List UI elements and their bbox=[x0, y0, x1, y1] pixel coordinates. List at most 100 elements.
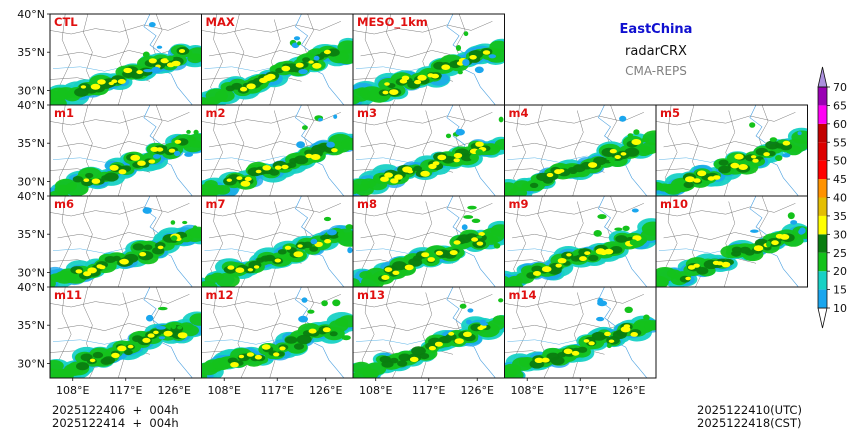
panel-label: MESO_1km bbox=[357, 15, 428, 30]
colorbar-level-label: 40 bbox=[833, 192, 847, 205]
panel-label: m8 bbox=[357, 197, 377, 211]
province-boundary bbox=[512, 323, 626, 331]
panel-m1: m1 bbox=[49, 104, 202, 197]
lat-tick-label: 30°N bbox=[17, 266, 45, 279]
province-boundary bbox=[234, 287, 248, 378]
colorbar-segment bbox=[818, 234, 827, 253]
province-boundary bbox=[455, 287, 466, 339]
province-boundary bbox=[201, 203, 341, 217]
lon-tick-label: 117°E bbox=[109, 384, 142, 397]
panel-m11: m11 bbox=[49, 286, 202, 379]
province-boundary bbox=[656, 112, 796, 126]
reflectivity-band bbox=[50, 22, 202, 105]
colorbar-min-arrow bbox=[817, 307, 828, 329]
colorbar-level-label: 25 bbox=[833, 247, 847, 260]
valid-times: 2025122410(UTC) 2025122418(CST) bbox=[697, 404, 802, 430]
product-title: radarCRX bbox=[625, 44, 687, 59]
reflectivity-band bbox=[201, 216, 353, 287]
colorbar-segment bbox=[818, 179, 827, 198]
province-boundary bbox=[201, 294, 341, 308]
colorbar-segment bbox=[818, 289, 827, 308]
panel-m2: m2 bbox=[201, 104, 354, 197]
panel-label: m5 bbox=[660, 106, 680, 120]
province-boundary bbox=[504, 294, 644, 308]
colorbar-level-label: 15 bbox=[833, 284, 847, 297]
reflectivity-band bbox=[353, 116, 505, 196]
init-times: 2025122406 + 004h 2025122414 + 004h bbox=[52, 404, 179, 430]
province-boundary bbox=[269, 201, 281, 287]
reflectivity-band bbox=[656, 122, 808, 196]
province-boundary bbox=[420, 19, 433, 105]
reflectivity-band bbox=[353, 205, 505, 287]
province-boundary bbox=[537, 287, 551, 378]
reflectivity-band bbox=[50, 129, 202, 196]
province-boundary bbox=[50, 203, 190, 217]
panel-CTL: CTL bbox=[49, 13, 202, 106]
province-boundary bbox=[360, 323, 475, 331]
panel-m5: m5 bbox=[655, 104, 808, 197]
province-boundary bbox=[269, 292, 281, 378]
lat-tick-label: 30°N bbox=[17, 175, 45, 188]
colorbar-segment bbox=[818, 142, 827, 161]
colorbar-segment bbox=[818, 105, 827, 124]
panel-m6: m6 bbox=[49, 195, 202, 288]
lat-tick-label: 30°N bbox=[17, 84, 45, 97]
reflectivity-band bbox=[201, 36, 353, 105]
panel-label: m4 bbox=[509, 106, 529, 120]
reflectivity-band bbox=[201, 297, 353, 378]
colorbar-level-label: 30 bbox=[833, 228, 847, 241]
colorbar-segment bbox=[818, 215, 827, 235]
reflectivity-band bbox=[201, 114, 353, 196]
province-boundary bbox=[50, 112, 190, 126]
province-boundary bbox=[201, 21, 341, 35]
colorbar-level-label: 60 bbox=[833, 118, 847, 131]
lon-tick-label: 117°E bbox=[412, 384, 445, 397]
colorbar-segment bbox=[818, 160, 827, 180]
panel-label: m14 bbox=[509, 288, 537, 302]
colorbar-segment bbox=[818, 271, 827, 290]
province-boundary bbox=[663, 232, 778, 240]
reflectivity-band bbox=[50, 207, 202, 287]
panel-label: m2 bbox=[206, 106, 226, 120]
panel-MAX: MAX bbox=[201, 13, 354, 106]
system-title: CMA-REPS bbox=[625, 64, 687, 78]
lon-tick-label: 108°E bbox=[510, 384, 543, 397]
colorbar-segment bbox=[818, 252, 827, 272]
lat-tick-label: 30°N bbox=[17, 357, 45, 370]
province-boundary bbox=[420, 201, 433, 287]
province-boundary bbox=[504, 203, 644, 217]
colorbar-segment bbox=[818, 123, 827, 143]
colorbar-level-label: 20 bbox=[833, 265, 847, 278]
panel-m12: m12 bbox=[201, 286, 354, 379]
panel-label: m12 bbox=[206, 288, 234, 302]
panel-label: m7 bbox=[206, 197, 226, 211]
panel-label: m9 bbox=[509, 197, 529, 211]
province-boundary bbox=[360, 141, 475, 149]
colorbar: 10 15 20 25 30 35 40 45 50 55 60 65 70 bbox=[817, 66, 847, 329]
panel-m14: m14 bbox=[504, 286, 657, 379]
region-title: EastChina bbox=[619, 22, 693, 37]
lon-tick-label: 126°E bbox=[612, 384, 645, 397]
panel-label: m11 bbox=[54, 288, 82, 302]
panel-label: m3 bbox=[357, 106, 377, 120]
panel-label: m1 bbox=[54, 106, 74, 120]
panel-MESO_1km: MESO_1km bbox=[352, 13, 505, 106]
panel-label: MAX bbox=[206, 15, 235, 29]
colorbar-level-label: 35 bbox=[833, 210, 847, 223]
province-boundary bbox=[209, 141, 323, 149]
init-time-utc: 2025122406 + 004h bbox=[52, 403, 179, 417]
province-boundary bbox=[572, 201, 584, 287]
colorbar-level-label: 45 bbox=[833, 173, 847, 186]
panel-m13: m13 bbox=[352, 286, 505, 379]
colorbar-max-arrow bbox=[817, 66, 828, 88]
panel-frame bbox=[655, 195, 808, 288]
panel-label: m10 bbox=[660, 197, 688, 211]
lon-tick-label: 117°E bbox=[261, 384, 294, 397]
province-boundary bbox=[117, 201, 130, 287]
province-boundary bbox=[201, 112, 341, 126]
reflectivity-band bbox=[353, 298, 505, 378]
lon-tick-label: 117°E bbox=[564, 384, 597, 397]
province-boundary bbox=[656, 203, 796, 217]
colorbar-segment bbox=[818, 87, 827, 106]
